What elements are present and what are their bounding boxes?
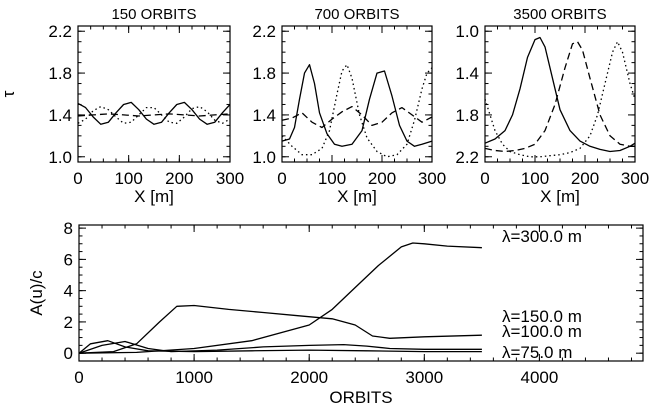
panel-3-series-3-label: λ=75.0 m <box>502 343 572 362</box>
panel-0-ytick-label: 1.8 <box>48 64 72 83</box>
panel-3-xlabel: ORBITS <box>329 388 392 407</box>
panel-3-series-0-line <box>78 242 482 354</box>
panel-2-ytick-label: 2.2 <box>455 148 479 167</box>
panel-1-xtick-label: 300 <box>418 169 446 188</box>
panel-0-frame <box>77 25 231 163</box>
panel-3-frame <box>78 224 644 362</box>
panel-3-ytick-label: 2 <box>64 313 73 332</box>
panel-3-ylabel: A(u)/c <box>27 270 46 316</box>
panel-2-series-1-line <box>484 41 635 153</box>
panel-3-series-2-line <box>78 340 482 354</box>
panel-2-xtick-label: 0 <box>480 169 489 188</box>
panel-0-series-1-line <box>77 113 231 117</box>
panel-3-xtick-label: 1000 <box>175 368 213 387</box>
panel-2-xtick-label: 300 <box>621 169 649 188</box>
panel-3-series-2-label: λ=100.0 m <box>502 322 582 341</box>
panel-1-xlabel: X [m] <box>337 187 377 206</box>
panel-1-ytick-label: 1.8 <box>252 64 276 83</box>
panel-0-title: 150 ORBITS <box>111 6 196 23</box>
panel-0-xlabel: X [m] <box>134 187 174 206</box>
panel-0-xtick-label: 200 <box>165 169 193 188</box>
panel-3-ytick-label: 8 <box>64 219 73 238</box>
panel-3-xtick-label: 0 <box>74 368 83 387</box>
panel-2-ytick-label: 1.0 <box>455 22 479 41</box>
panel-3-ytick-label: 6 <box>64 250 73 269</box>
panel-0-ytick-label: 1.4 <box>48 106 72 125</box>
panel-2-ytick-label: 1.4 <box>455 64 479 83</box>
panel-0-ytick-label: 1.0 <box>48 148 72 167</box>
panel-3-xtick-label: 4000 <box>520 368 558 387</box>
panel-1-xtick-label: 100 <box>318 169 346 188</box>
panel-2-series-0-line <box>484 36 636 153</box>
panel-0-ylabel: τ <box>0 90 18 97</box>
panel-2-xtick-label: 100 <box>521 169 549 188</box>
panel-0-ytick-label: 2.2 <box>48 22 72 41</box>
panel-2-xlabel: X [m] <box>540 187 580 206</box>
panel-2-title: 3500 ORBITS <box>513 6 606 23</box>
panel-1-series-1-line <box>281 105 433 129</box>
panel-1-ytick-label: 1.4 <box>252 106 276 125</box>
panel-2-ytick-label: 1.8 <box>455 106 479 125</box>
panel-1-ytick-label: 2.2 <box>252 22 276 41</box>
panel-0-xtick-label: 300 <box>216 169 244 188</box>
panel-3-ytick-label: 0 <box>64 344 73 363</box>
panel-1-xtick-label: 0 <box>277 169 286 188</box>
panel-3-ytick-label: 4 <box>64 282 73 301</box>
panel-3-series-3-line <box>78 340 482 354</box>
panel-3-series-1-line <box>78 304 482 354</box>
panel-0-xtick-label: 0 <box>73 169 82 188</box>
panel-0-xtick-label: 100 <box>114 169 142 188</box>
panel-2-xtick-label: 200 <box>571 169 599 188</box>
panel-0-series-2-line <box>77 105 231 124</box>
panel-3-series-1-label: λ=150.0 m <box>502 307 582 326</box>
panel-2-series-2-line <box>484 41 636 158</box>
panel-1-xtick-label: 200 <box>368 169 396 188</box>
panel-3-xtick-label: 2000 <box>290 368 328 387</box>
panel-2-frame <box>484 25 636 163</box>
panel-1-title: 700 ORBITS <box>314 6 399 23</box>
panel-3-series-0-label: λ=300.0 m <box>502 227 582 246</box>
panel-1-ytick-label: 1.0 <box>252 148 276 167</box>
panel-1-series-0-line <box>281 64 433 147</box>
panel-0-series-0-line <box>77 101 231 125</box>
panel-3-xtick-label: 3000 <box>405 368 443 387</box>
panel-1-frame <box>281 25 433 163</box>
